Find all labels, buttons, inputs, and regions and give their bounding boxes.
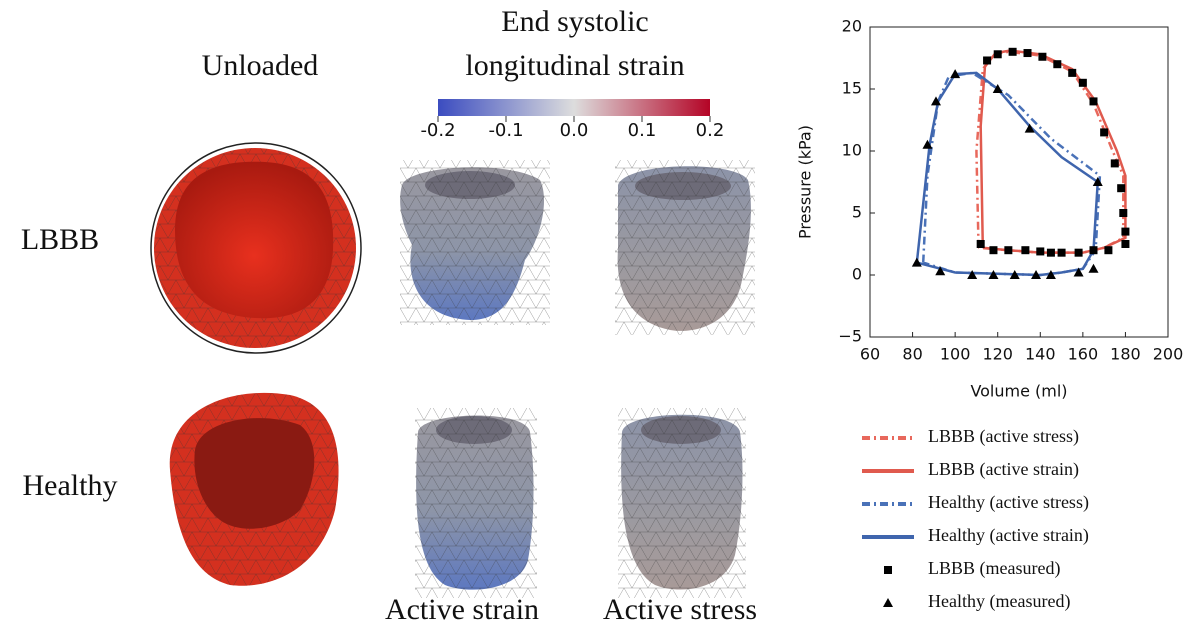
square-marker	[1068, 69, 1076, 77]
colorbar-tick-label: -0.1	[488, 120, 523, 141]
square-marker	[1047, 249, 1055, 257]
square-marker	[1036, 247, 1044, 255]
y-tick-label: 15	[842, 79, 862, 98]
square-marker	[1021, 246, 1029, 254]
square-marker	[1038, 53, 1046, 61]
y-tick-label: 5	[852, 203, 862, 222]
colorbar-tick-label: 0.0	[560, 120, 589, 141]
column-title: Unloaded	[202, 49, 319, 82]
square-marker	[1117, 184, 1125, 192]
row-label: LBBB	[21, 223, 99, 256]
legend-label: LBBB (measured)	[928, 558, 1060, 579]
legend-swatch	[884, 566, 892, 574]
series-line	[981, 51, 1126, 253]
square-marker	[1121, 228, 1129, 236]
x-tick-label: 180	[1110, 345, 1141, 364]
x-axis-label: Volume (ml)	[970, 382, 1067, 401]
square-marker	[1024, 49, 1032, 57]
triangle-marker	[967, 270, 977, 279]
square-marker	[1121, 240, 1129, 248]
legend-label: LBBB (active stress)	[928, 426, 1079, 447]
square-marker	[1111, 159, 1119, 167]
square-marker	[1004, 246, 1012, 254]
x-tick-label: 140	[1025, 345, 1056, 364]
legend-label: Healthy (active stress)	[928, 492, 1089, 513]
square-marker	[1119, 209, 1127, 217]
square-marker	[1058, 249, 1066, 257]
strain-title: End systolic	[501, 5, 649, 38]
square-marker	[1079, 79, 1087, 87]
y-axis-label: Pressure (kPa)	[796, 125, 815, 239]
square-marker	[1090, 246, 1098, 254]
series-line	[917, 73, 1098, 275]
unloaded-healthy	[170, 393, 339, 586]
triangle-marker	[1089, 264, 1099, 273]
square-marker	[983, 56, 991, 64]
x-tick-label: 200	[1153, 345, 1184, 364]
x-tick-label: 80	[902, 345, 922, 364]
legend-label: LBBB (active strain)	[928, 459, 1079, 480]
colorbar	[438, 99, 710, 116]
legend-label: Healthy (measured)	[928, 591, 1070, 612]
heart-meshes	[400, 160, 755, 598]
figure: Unloaded End systolic longitudinal strai…	[0, 0, 1189, 632]
square-marker	[1053, 60, 1061, 68]
square-marker	[1090, 97, 1098, 105]
y-tick-label: 0	[852, 265, 862, 284]
square-marker	[1100, 128, 1108, 136]
square-marker	[994, 50, 1002, 58]
series-line	[923, 73, 1100, 275]
y-tick-label: 10	[842, 141, 862, 160]
square-marker	[1104, 246, 1112, 254]
series-line	[976, 52, 1123, 253]
triangle-marker	[912, 258, 922, 267]
row-label: Healthy	[23, 469, 118, 502]
colorbar-tick-label: 0.2	[696, 120, 725, 141]
square-marker	[1009, 48, 1017, 56]
square-marker	[989, 246, 997, 254]
strain-title: longitudinal strain	[465, 49, 684, 82]
square-marker	[1075, 249, 1083, 257]
legend-label: Healthy (active strain)	[928, 525, 1089, 546]
unloaded-lbbb	[151, 143, 361, 353]
colorbar-tick-label: -0.2	[420, 120, 455, 141]
x-tick-label: 160	[1068, 345, 1099, 364]
square-marker	[977, 240, 985, 248]
y-tick-label: −5	[838, 327, 862, 346]
x-tick-label: 60	[860, 345, 880, 364]
x-tick-label: 100	[940, 345, 971, 364]
x-tick-label: 120	[982, 345, 1013, 364]
colorbar-tick-label: 0.1	[628, 120, 657, 141]
y-tick-label: 20	[842, 17, 862, 36]
legend-swatch	[883, 598, 893, 607]
